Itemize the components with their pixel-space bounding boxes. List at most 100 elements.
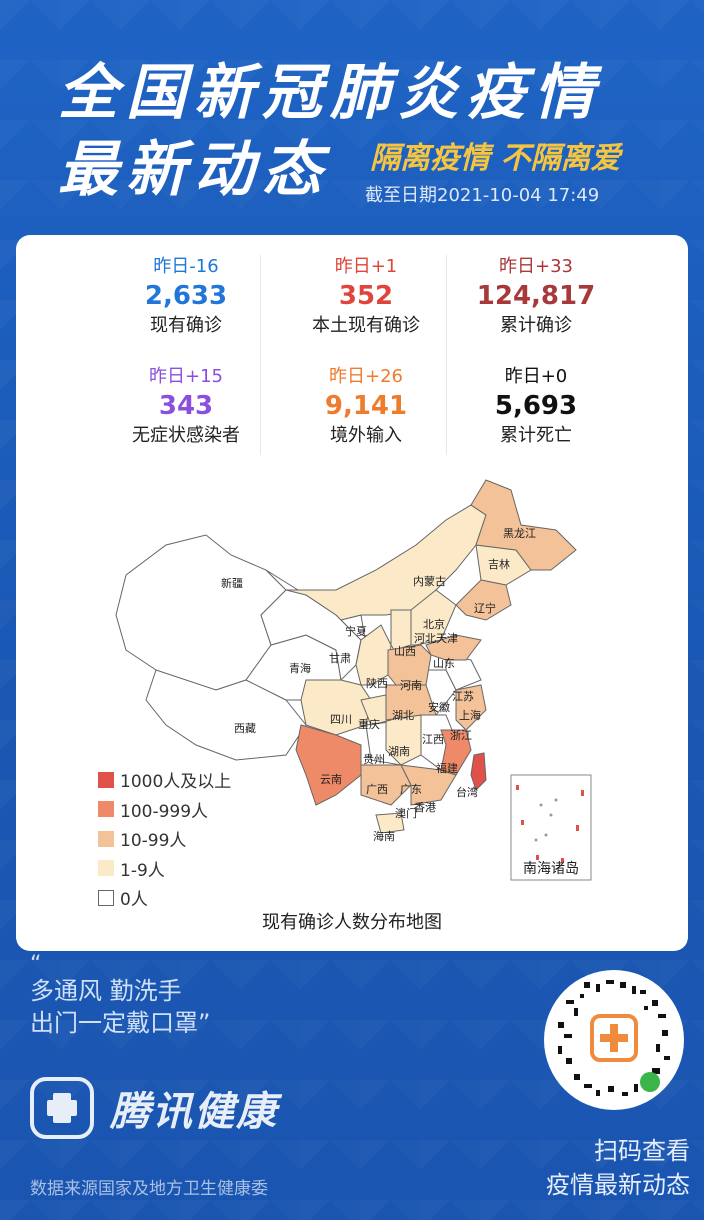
map-legend: 1000人及以上 100-999人 10-99人 1-9人 0人 <box>98 765 231 913</box>
legend-label: 0人 <box>120 890 148 911</box>
label-beijing: 北京 <box>423 617 445 631</box>
stat-value: 2,633 <box>144 281 228 311</box>
label-shaanxi: 陕西 <box>366 676 388 690</box>
stat-delta: 昨日+15 <box>149 366 223 387</box>
divider <box>446 255 447 455</box>
label-shandong: 山东 <box>433 657 455 670</box>
legend-swatch <box>98 889 114 906</box>
legend-item: 100-999人 <box>98 795 231 825</box>
label-xinjiang: 新疆 <box>221 576 243 590</box>
province-yunnan <box>295 724 362 806</box>
stat-label: 无症状感染者 <box>132 425 240 446</box>
label-ningxia: 宁夏 <box>345 624 367 638</box>
legend-item: 1-9人 <box>98 854 231 884</box>
label-taiwan: 台湾 <box>456 785 478 799</box>
label-anhui: 安徽 <box>428 700 450 714</box>
label-heilongjiang: 黑龙江 <box>503 527 536 540</box>
stat-value: 124,817 <box>476 281 596 311</box>
province-sichuan <box>300 679 372 736</box>
qr-code[interactable] <box>544 970 684 1110</box>
stat-delta: 昨日+0 <box>504 366 568 387</box>
quote-line1: 多通风 勤洗手 <box>30 977 182 1005</box>
legend-label: 1-9人 <box>120 860 165 881</box>
stat-label: 累计死亡 <box>500 425 572 446</box>
label-shanxi: 山西 <box>394 645 416 658</box>
label-yunnan: 云南 <box>320 773 342 786</box>
province-guangxi <box>360 764 412 806</box>
divider <box>260 255 261 455</box>
scan-hint: 扫码查看 疫情最新动态 <box>500 1134 690 1202</box>
legend-swatch <box>98 830 114 847</box>
legend-label: 1000人及以上 <box>120 772 232 793</box>
label-hebei: 河北 <box>414 632 436 645</box>
stat-value: 9,141 <box>324 391 408 421</box>
province-liaoning <box>455 579 512 621</box>
page-title-line1: 全国新冠肺炎疫情 <box>58 58 602 128</box>
label-zhejiang: 浙江 <box>450 729 472 742</box>
stat-label: 累计确诊 <box>500 315 572 336</box>
label-jilin: 吉林 <box>488 557 510 571</box>
province-xizang <box>145 669 307 761</box>
label-fujian: 福建 <box>436 761 458 775</box>
stat-total-confirmed: 昨日+33 124,817 累计确诊 <box>436 255 636 339</box>
province-neimenggu <box>285 504 487 621</box>
label-guangdong: 广东 <box>400 783 422 796</box>
province-shanxi <box>390 609 412 651</box>
legend-swatch <box>98 860 114 877</box>
china-map: 南海诸岛 新疆 西藏 青海 甘肃 宁夏 内蒙古 黑龙江 吉林 辽宁 北京 天津 … <box>16 475 688 895</box>
label-henan: 河南 <box>400 679 422 692</box>
stat-label: 本土现有确诊 <box>312 315 420 336</box>
province-shaanxi <box>355 624 392 686</box>
scan-line2: 疫情最新动态 <box>546 1171 690 1199</box>
brand-name: 腾讯健康 <box>110 1089 278 1135</box>
legend-item: 1000人及以上 <box>98 765 231 795</box>
brand-logo: 腾讯健康 <box>30 1077 278 1139</box>
province-hubei <box>385 684 437 721</box>
scan-line1: 扫码查看 <box>594 1137 690 1165</box>
inset-dots <box>534 798 558 842</box>
update-date: 截至日期2021-10-04 17:49 <box>365 185 600 206</box>
stat-label: 境外输入 <box>330 425 402 446</box>
province-taiwan <box>470 752 487 791</box>
stat-value: 343 <box>158 391 214 421</box>
qr-code-icon <box>558 980 670 1096</box>
label-guizhou: 贵州 <box>363 753 385 766</box>
province-hainan <box>375 812 405 834</box>
inset-label: 南海诸岛 <box>523 861 579 877</box>
legend-item: 10-99人 <box>98 824 231 854</box>
slogan-quote: “ 多通风 勤洗手 出门一定戴口罩” <box>30 954 211 1039</box>
stat-local-confirmed: 昨日+1 352 本土现有确诊 <box>266 255 466 339</box>
stat-total-deaths: 昨日+0 5,693 累计死亡 <box>436 365 636 449</box>
legend-label: 100-999人 <box>120 801 209 822</box>
label-neimenggu: 内蒙古 <box>413 574 446 588</box>
label-xizang: 西藏 <box>234 722 256 735</box>
data-source: 数据来源国家及地方卫生健康委 <box>30 1179 268 1199</box>
map-caption: 现有确诊人数分布地图 <box>262 912 442 933</box>
stat-delta: 昨日+26 <box>329 366 403 387</box>
inset-islands <box>516 785 584 863</box>
stat-delta: 昨日+33 <box>499 256 573 277</box>
province-zhejiang <box>455 684 487 731</box>
legend-label: 10-99人 <box>120 831 187 852</box>
label-hongkong: 香港 <box>414 801 436 814</box>
province-fujian <box>440 729 472 776</box>
label-hubei: 湖北 <box>392 709 414 722</box>
label-guangxi: 广西 <box>366 783 388 796</box>
stat-asymptomatic: 昨日+15 343 无症状感染者 <box>86 365 286 449</box>
tencent-health-icon <box>30 1077 94 1139</box>
stat-value: 352 <box>338 281 394 311</box>
stat-value: 5,693 <box>494 391 578 421</box>
label-jiangxi: 江西 <box>422 733 444 746</box>
label-macau: 澳门 <box>395 806 417 820</box>
china-map-svg: 南海诸岛 新疆 西藏 青海 甘肃 宁夏 内蒙古 黑龙江 吉林 辽宁 北京 天津 … <box>115 479 592 881</box>
stat-imported: 昨日+26 9,141 境外输入 <box>266 365 466 449</box>
label-liaoning: 辽宁 <box>474 601 496 615</box>
quote-line2: 出门一定戴口罩” <box>30 1009 211 1037</box>
label-qinghai: 青海 <box>289 661 311 675</box>
label-sichuan: 四川 <box>330 713 352 726</box>
label-tianjin: 天津 <box>436 632 458 645</box>
province-heilongjiang <box>470 479 577 571</box>
label-gansu: 甘肃 <box>329 652 351 665</box>
label-jiangsu: 江苏 <box>452 690 474 703</box>
